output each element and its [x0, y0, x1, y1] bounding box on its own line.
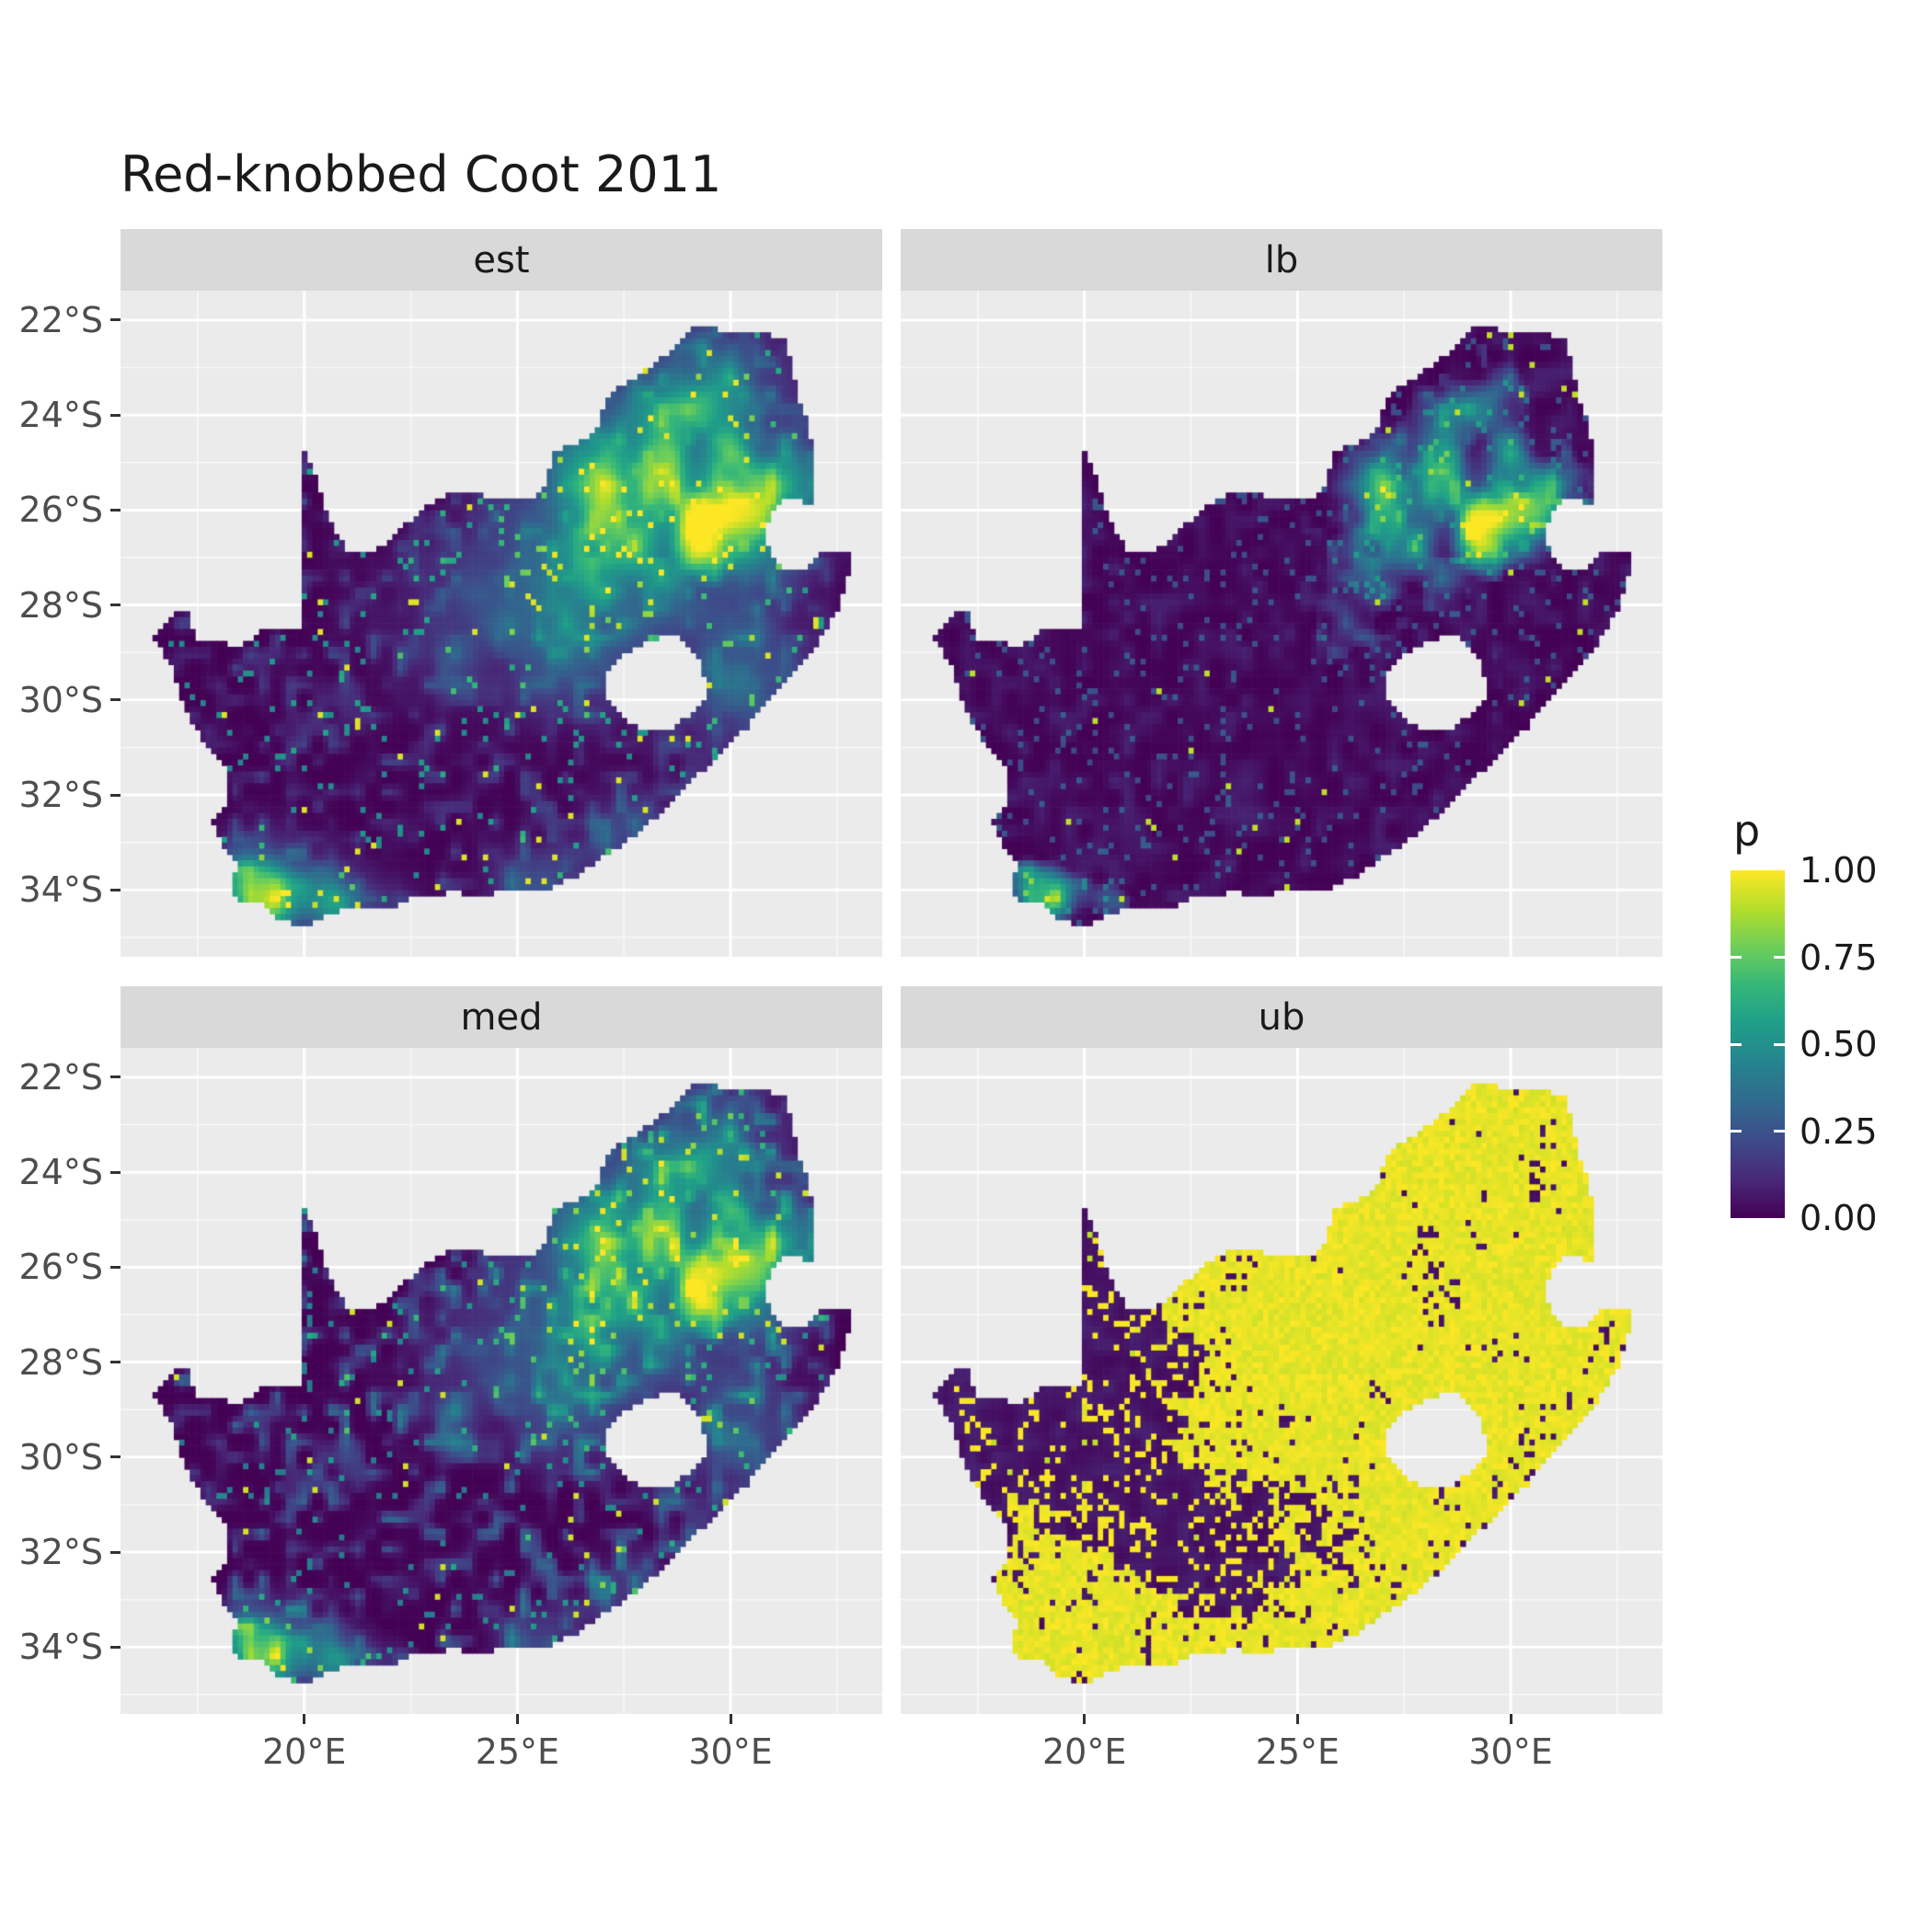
- legend-tick-label: 0.25: [1800, 1110, 1878, 1152]
- facet-strip-med: med: [121, 986, 882, 1048]
- y-axis-tick-mark: [110, 1550, 121, 1554]
- x-axis-tick-mark: [729, 1714, 732, 1724]
- y-axis-tick-label: 24°S: [18, 1152, 103, 1193]
- legend-tick-mark: [1731, 956, 1742, 959]
- y-axis-tick-mark: [110, 1265, 121, 1269]
- legend-tick-label: 0.75: [1800, 937, 1878, 978]
- chart-title: Red-knobbed Coot 2011: [121, 145, 722, 203]
- y-axis-tick-mark: [110, 1361, 121, 1364]
- facet-strip-label: est: [473, 238, 530, 282]
- facet-strip-est: est: [121, 229, 882, 291]
- y-axis-tick-label: 22°S: [18, 1056, 103, 1098]
- map-canvas-med: [121, 1048, 882, 1714]
- y-axis-tick-label: 30°S: [18, 679, 103, 720]
- y-axis-tick-label: 26°S: [18, 1247, 103, 1288]
- y-axis-tick-mark: [110, 1075, 121, 1079]
- x-axis-tick-label: 30°E: [1468, 1731, 1553, 1772]
- x-axis-tick-label: 20°E: [262, 1731, 347, 1772]
- facet-strip-lb: lb: [901, 229, 1662, 291]
- y-axis-tick-mark: [110, 604, 121, 607]
- facet-strip-label: ub: [1258, 995, 1305, 1039]
- y-axis-tick-label: 22°S: [18, 299, 103, 340]
- y-axis-tick-mark: [110, 888, 121, 891]
- legend-tick-mark: [1774, 1042, 1785, 1046]
- y-axis-tick-label: 28°S: [18, 584, 103, 626]
- y-axis-tick-mark: [110, 1455, 121, 1459]
- map-canvas-lb: [901, 291, 1662, 957]
- x-axis-tick-mark: [1295, 1714, 1299, 1724]
- y-axis-tick-label: 26°S: [18, 489, 103, 531]
- x-axis-tick-mark: [1509, 1714, 1512, 1724]
- y-axis-tick-label: 32°S: [18, 775, 103, 816]
- y-axis-tick-mark: [110, 1170, 121, 1174]
- legend-title: p: [1733, 806, 1761, 856]
- legend-tick-mark: [1774, 956, 1785, 959]
- y-axis-tick-mark: [110, 318, 121, 322]
- map-canvas-ub: [901, 1048, 1662, 1714]
- x-axis-tick-label: 20°E: [1042, 1731, 1127, 1772]
- x-axis-tick-mark: [515, 1714, 519, 1724]
- x-axis-tick-label: 25°E: [475, 1731, 560, 1772]
- x-axis-tick-label: 30°E: [688, 1731, 773, 1772]
- legend-tick-label: 1.00: [1800, 850, 1878, 891]
- y-axis-tick-mark: [110, 698, 121, 702]
- y-axis-tick-label: 30°S: [18, 1436, 103, 1478]
- map-canvas-est: [121, 291, 882, 957]
- legend-tick-mark: [1774, 1130, 1785, 1133]
- facet-strip-label: lb: [1264, 238, 1299, 282]
- y-axis-tick-mark: [110, 1645, 121, 1649]
- legend-tick-mark: [1731, 1130, 1742, 1133]
- y-axis-tick-label: 28°S: [18, 1341, 103, 1383]
- x-axis-tick-label: 25°E: [1255, 1731, 1340, 1772]
- x-axis-tick-mark: [1083, 1714, 1087, 1724]
- y-axis-tick-label: 32°S: [18, 1532, 103, 1573]
- legend-tick-label: 0.00: [1800, 1198, 1878, 1238]
- facet-strip-ub: ub: [901, 986, 1662, 1048]
- legend-tick-label: 0.50: [1800, 1024, 1878, 1064]
- y-axis-tick-label: 34°S: [18, 869, 103, 911]
- x-axis-tick-mark: [303, 1714, 306, 1724]
- y-axis-tick-mark: [110, 793, 121, 797]
- y-axis-tick-mark: [110, 413, 121, 417]
- y-axis-tick-mark: [110, 508, 121, 512]
- facet-strip-label: med: [460, 995, 543, 1039]
- legend-tick-mark: [1731, 1042, 1742, 1046]
- y-axis-tick-label: 24°S: [18, 395, 103, 436]
- y-axis-tick-label: 34°S: [18, 1627, 103, 1668]
